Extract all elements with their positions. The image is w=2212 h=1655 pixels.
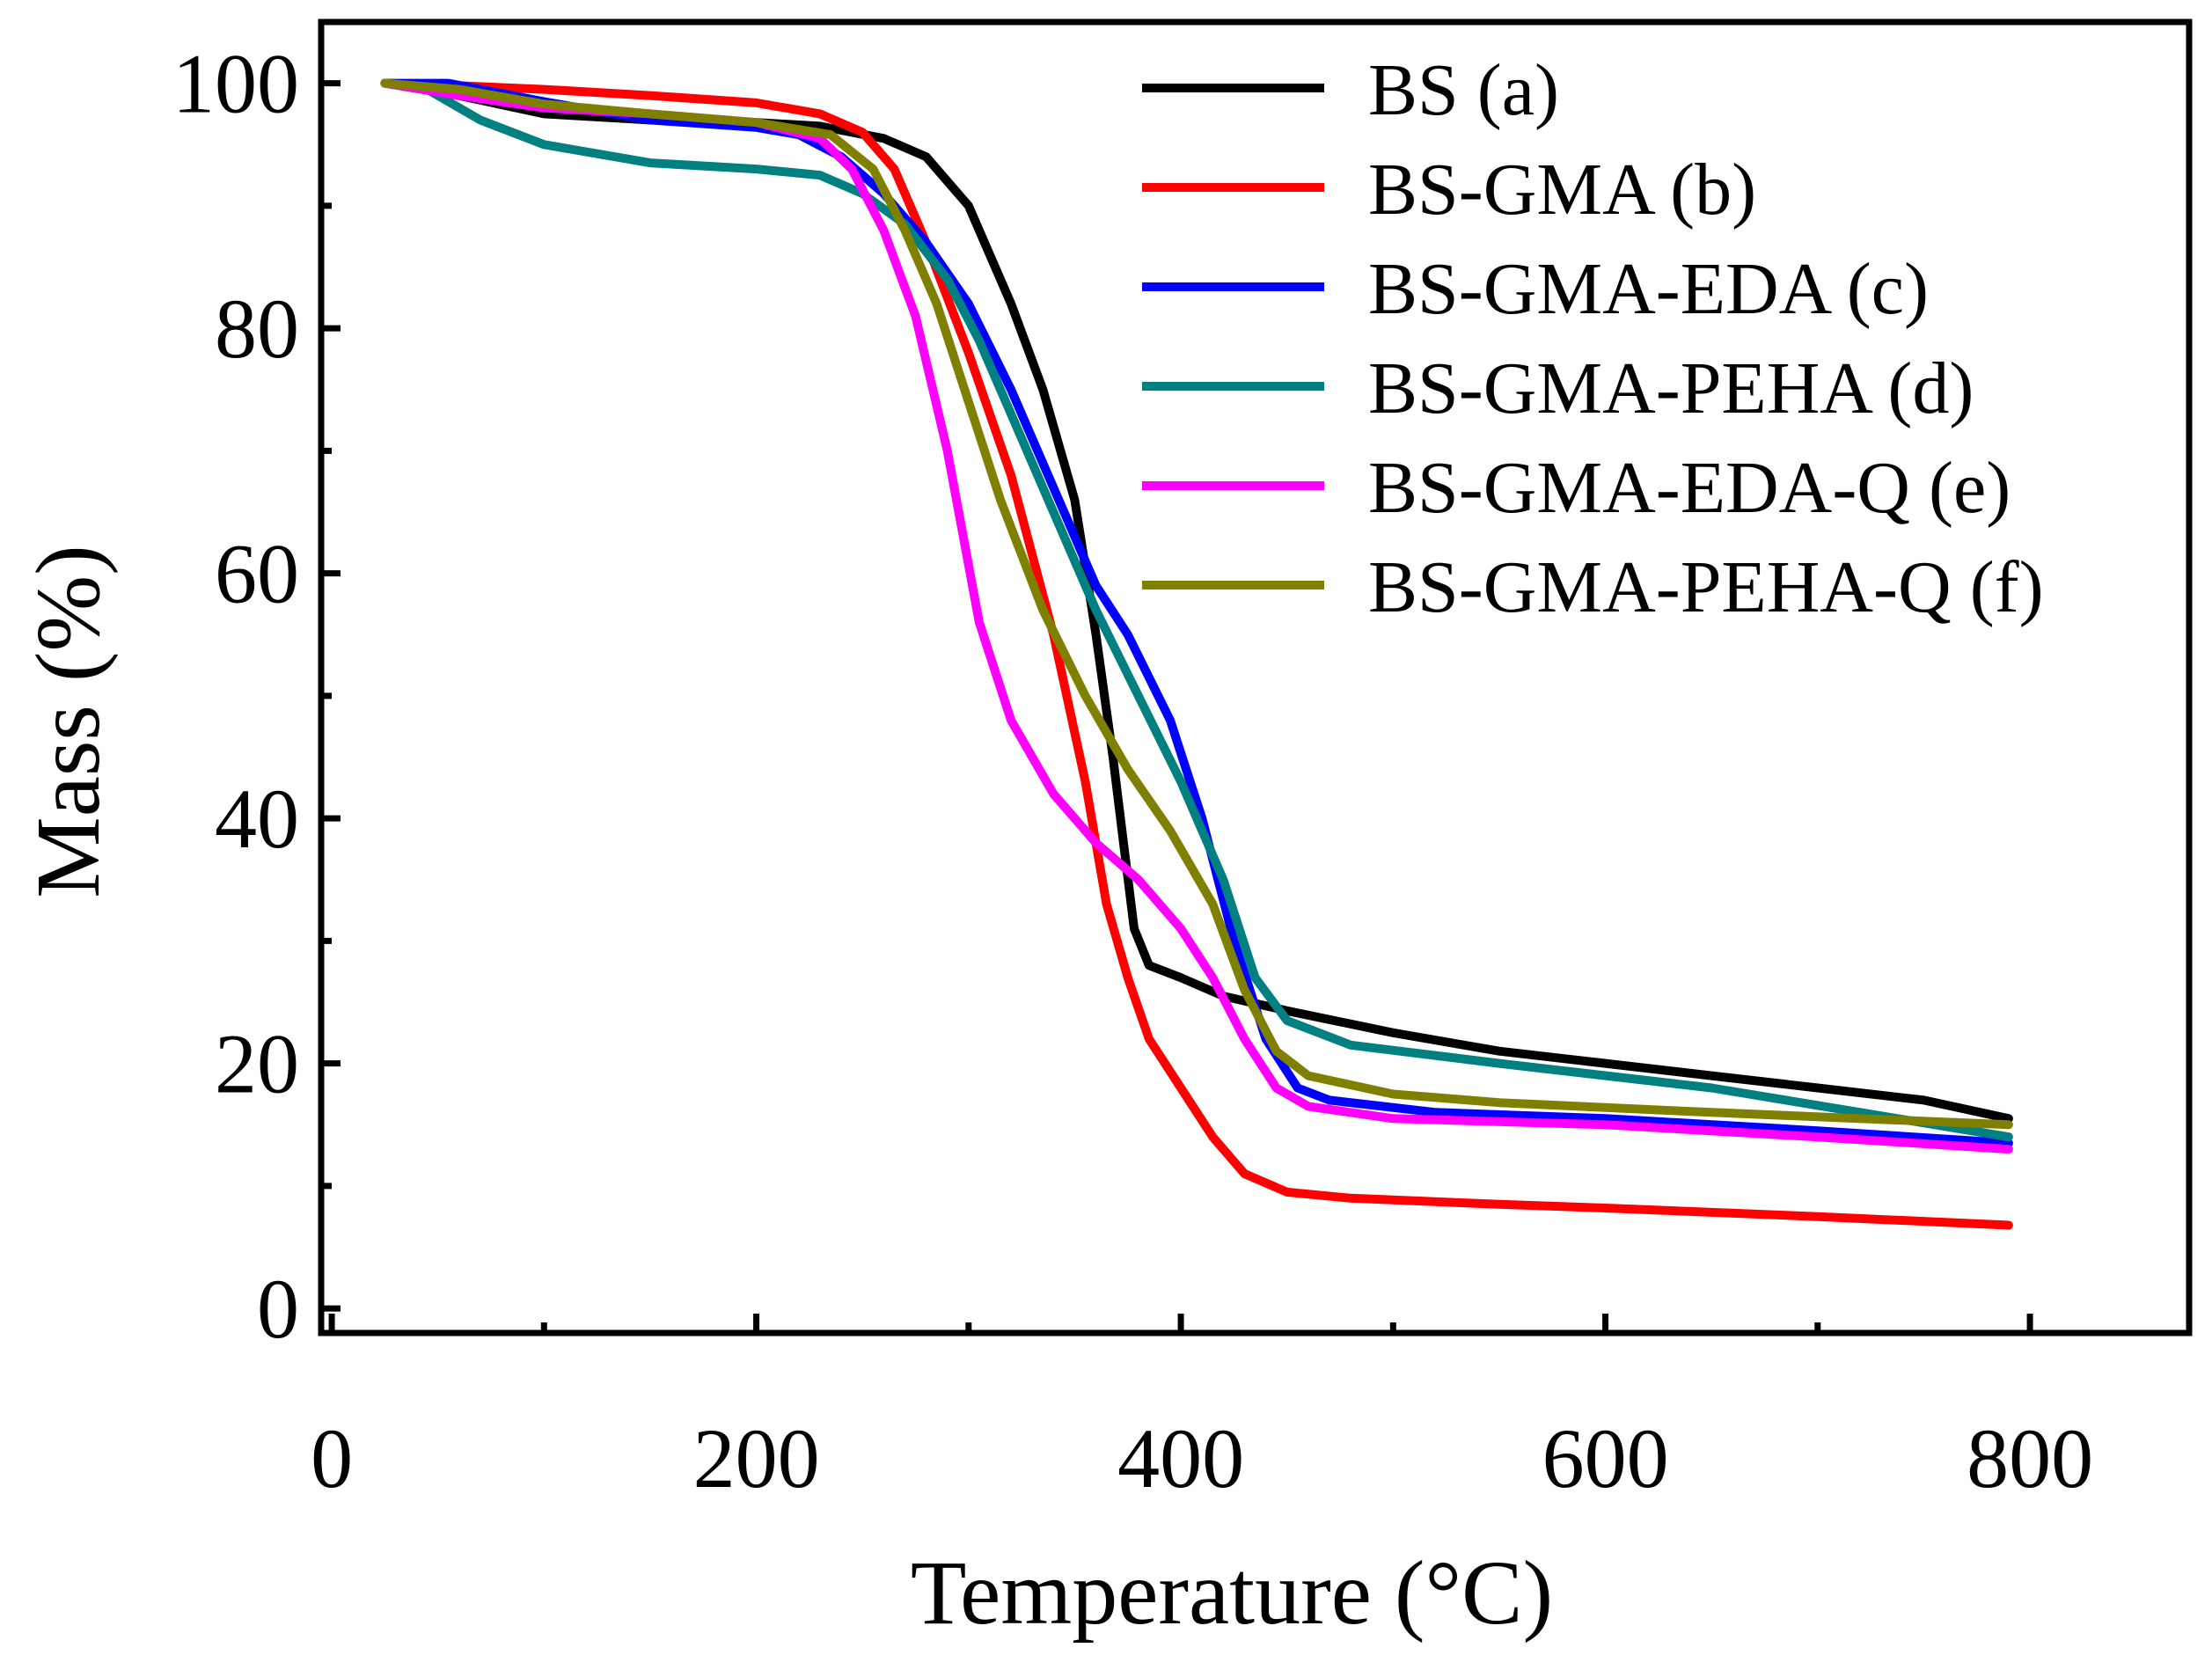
series-line-2	[380, 78, 2013, 1230]
y-axis-tick-labels: 0 20 40 60 80 100	[172, 37, 299, 1357]
legend-label-6: BS-GMA-PEHA-Q (f)	[1368, 546, 2044, 628]
legend-label-1: BS (a)	[1368, 49, 1559, 131]
series-line-6	[380, 78, 2013, 1130]
legend-label-5: BS-GMA-EDA-Q (e)	[1368, 447, 2011, 529]
x-axis-tick-labels: 0 200 400 600 800	[311, 1411, 2093, 1505]
x-tick-label-200: 200	[693, 1411, 820, 1505]
legend-label-3: BS-GMA-EDA (c)	[1368, 248, 1929, 330]
y-tick-label-100: 100	[172, 37, 299, 131]
y-tick-label-40: 40	[215, 772, 299, 866]
x-tick-label-800: 800	[1967, 1411, 2093, 1505]
x-tick-label-600: 600	[1542, 1411, 1669, 1505]
legend-label-4: BS-GMA-PEHA (d)	[1368, 348, 1974, 429]
x-axis-ticks	[328, 1314, 2033, 1333]
legend-label-2: BS-GMA (b)	[1368, 149, 1756, 231]
x-tick-label-400: 400	[1117, 1411, 1244, 1505]
plot-frame	[318, 18, 2193, 1336]
legend: BS (a) BS-GMA (b) BS-GMA-EDA (c) BS-GMA-PEH…	[1142, 49, 2044, 628]
y-tick-label-60: 60	[215, 527, 299, 621]
series-line-3	[380, 78, 2013, 1148]
y-tick-label-80: 80	[215, 282, 299, 376]
series-line-4	[380, 78, 2013, 1142]
y-axis-title: Mass (%)	[18, 545, 119, 897]
series-lines	[380, 78, 2013, 1230]
x-tick-label-0: 0	[311, 1411, 353, 1505]
y-tick-label-20: 20	[215, 1017, 299, 1111]
y-tick-label-0: 0	[257, 1262, 299, 1356]
y-axis-ticks	[321, 80, 341, 1312]
x-axis-title: Temperature (°C)	[911, 1542, 1553, 1644]
